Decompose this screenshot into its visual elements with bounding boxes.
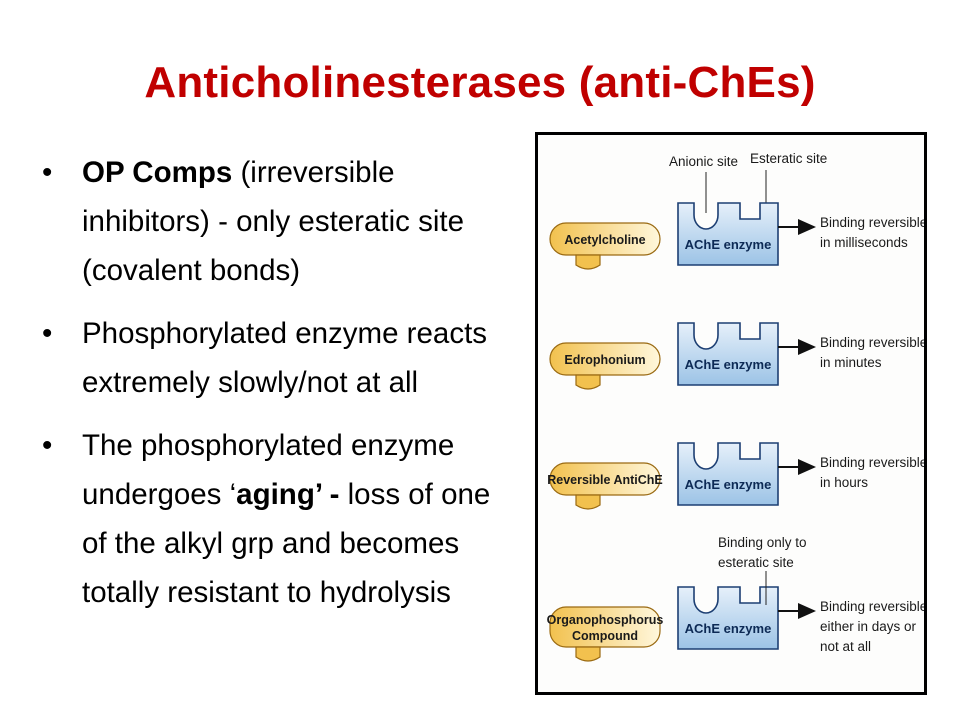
diagram-canvas: Anionic site Esteratic site AChE enzyme Bin… <box>547 151 924 662</box>
slide-title: Anticholinesterases (anti-ChEs) <box>144 58 816 107</box>
binding-text: in minutes <box>820 355 882 370</box>
bullet-text: (irreversible inhibitors) - only esterat… <box>82 156 465 287</box>
binding-text: Binding reversible <box>820 455 924 470</box>
bullet-item: • Phosphorylated enzyme reacts extremely… <box>42 309 520 407</box>
enzyme-label: AChE enzyme <box>685 477 772 492</box>
esteratic-only-note: esteratic site <box>718 555 794 570</box>
bullet-text: Phosphorylated enzyme reacts extremely s… <box>82 317 488 399</box>
molecule-label: Acetylcholine <box>564 233 645 247</box>
molecule-label: Reversible AntiChE <box>547 473 663 487</box>
molecule-plug <box>575 374 601 390</box>
molecule-plug <box>575 646 601 662</box>
bullet-item: • OP Comps (irreversible inhibitors) - o… <box>42 148 520 295</box>
esteratic-site-label: Esteratic site <box>750 151 827 166</box>
molecule-shape <box>549 462 661 496</box>
molecule-shape <box>549 606 661 648</box>
binding-text: in hours <box>820 475 868 490</box>
binding-text: Binding reversible <box>820 599 924 614</box>
molecule-shape <box>549 342 661 376</box>
bullet-list: • OP Comps (irreversible inhibitors) - o… <box>42 148 520 631</box>
molecule-label: Organophosphorus <box>547 613 664 627</box>
enzyme-block <box>677 442 779 506</box>
anionic-site-label: Anionic site <box>669 154 738 169</box>
enzyme-label: AChE enzyme <box>685 237 772 252</box>
binding-text: Binding reversible <box>820 335 924 350</box>
esteratic-only-note: Binding only to <box>718 535 807 550</box>
enzyme-block <box>677 586 779 650</box>
enzyme-block <box>677 322 779 386</box>
binding-text: not at all <box>820 639 871 654</box>
molecule-plug <box>575 254 601 270</box>
bullet-item: • The phosphorylated enzyme undergoes ‘a… <box>42 421 520 617</box>
bullet-bold-text: OP Comps <box>82 156 233 189</box>
enzyme-label: AChE enzyme <box>685 621 772 636</box>
molecule-label: Edrophonium <box>564 353 645 367</box>
molecule-plug <box>575 494 601 510</box>
molecule-label: Compound <box>572 629 638 643</box>
binding-text: either in days or <box>820 619 917 634</box>
bullet-dot: • <box>42 317 53 350</box>
binding-text: in milliseconds <box>820 235 908 250</box>
binding-text: Binding reversible <box>820 215 924 230</box>
bullet-bold-text: aging’ - <box>236 478 340 511</box>
enzyme-label: AChE enzyme <box>685 357 772 372</box>
molecule-shape <box>549 222 661 256</box>
bullet-text: loss of one of the alkyl grp and becomes… <box>82 478 491 609</box>
bullet-text: The phosphorylated enzyme undergoes ‘ <box>82 429 455 511</box>
enzyme-block <box>677 202 779 266</box>
bullet-dot: • <box>42 429 53 462</box>
bullet-dot: • <box>42 156 53 189</box>
ache-binding-diagram: Anionic site Esteratic site AChE enzyme Bin… <box>535 132 927 695</box>
